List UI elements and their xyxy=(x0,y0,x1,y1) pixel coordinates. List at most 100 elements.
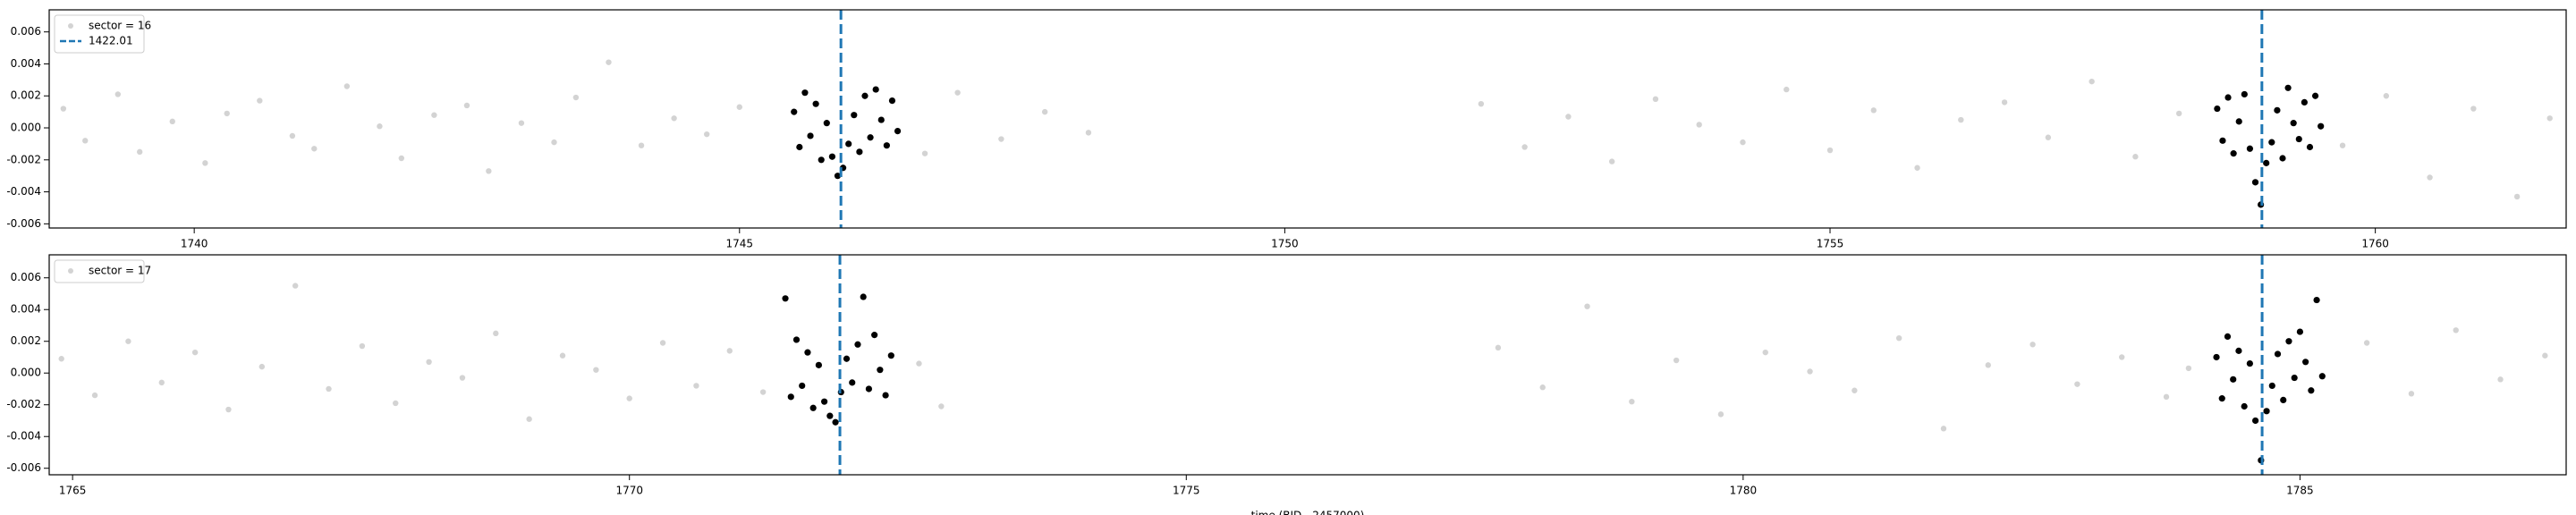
data-point xyxy=(854,341,861,348)
data-point xyxy=(2185,365,2192,372)
data-point xyxy=(799,382,806,390)
data-point xyxy=(2241,90,2248,98)
data-point xyxy=(2274,106,2281,114)
x-tick-label: 1775 xyxy=(1173,485,1200,497)
data-point xyxy=(2383,93,2390,99)
data-point xyxy=(1085,130,1092,136)
data-point xyxy=(787,393,794,401)
data-point xyxy=(257,97,263,104)
data-point xyxy=(815,361,822,368)
data-point xyxy=(225,406,232,413)
data-point xyxy=(736,104,742,110)
data-point xyxy=(2318,373,2326,380)
data-point xyxy=(938,403,945,409)
data-point xyxy=(2280,396,2287,404)
x-tick-label: 1760 xyxy=(2361,238,2389,250)
x-tick-label: 1740 xyxy=(181,238,208,250)
data-point xyxy=(82,138,89,144)
data-point xyxy=(493,330,499,337)
data-point xyxy=(2089,78,2095,85)
data-point xyxy=(2311,92,2319,99)
data-point xyxy=(726,348,733,354)
data-point xyxy=(2263,408,2270,415)
data-point xyxy=(1940,426,1947,432)
data-point xyxy=(2213,353,2220,361)
data-point xyxy=(759,389,767,395)
data-point xyxy=(823,120,830,127)
data-point xyxy=(834,173,842,180)
data-point xyxy=(704,131,710,138)
data-point xyxy=(849,379,856,386)
data-point xyxy=(2339,142,2346,148)
data-point xyxy=(2427,174,2433,181)
legend-label: sector = 17 xyxy=(89,265,151,277)
legend-label: sector = 16 xyxy=(89,20,151,32)
data-point xyxy=(1852,387,1858,393)
data-point xyxy=(2263,159,2270,166)
data-point xyxy=(2302,359,2309,366)
data-point xyxy=(818,156,825,164)
data-point xyxy=(258,363,266,370)
data-point xyxy=(1539,384,1546,391)
data-point xyxy=(2470,106,2477,112)
data-point xyxy=(2268,139,2275,146)
axes-frame xyxy=(48,9,2567,229)
data-point xyxy=(2363,340,2370,346)
data-point xyxy=(693,383,699,389)
data-point xyxy=(1807,368,1813,375)
data-point xyxy=(2241,402,2248,410)
x-tick-label: 1755 xyxy=(1817,238,1844,250)
data-point xyxy=(796,143,803,151)
data-point xyxy=(2295,135,2302,143)
data-point xyxy=(1478,100,1485,107)
data-point xyxy=(2246,359,2253,367)
data-point xyxy=(782,295,789,302)
legend-marker xyxy=(68,268,73,274)
data-point xyxy=(359,342,366,350)
data-point xyxy=(551,139,557,146)
data-point xyxy=(2218,395,2225,402)
data-point xyxy=(572,94,580,101)
data-point xyxy=(60,106,67,112)
data-point xyxy=(292,283,299,289)
data-point xyxy=(136,148,143,156)
data-point xyxy=(2118,354,2125,360)
data-point xyxy=(377,123,383,130)
data-point xyxy=(832,418,839,426)
data-point xyxy=(1826,147,1834,154)
data-point xyxy=(2279,155,2286,162)
data-point xyxy=(2408,391,2415,397)
data-point xyxy=(883,142,890,149)
data-point xyxy=(463,102,470,109)
data-point xyxy=(398,155,405,162)
y-tick-label: -0.004 xyxy=(6,185,41,198)
data-point xyxy=(326,385,332,393)
x-tick-label: 1765 xyxy=(59,485,87,497)
data-point xyxy=(856,148,863,156)
data-point xyxy=(1914,165,1920,171)
y-tick-label: 0.002 xyxy=(11,334,41,347)
data-point xyxy=(1495,344,1502,351)
data-point xyxy=(845,140,852,148)
plot-area xyxy=(49,255,2566,475)
data-point xyxy=(2246,145,2254,152)
x-tick-label: 1785 xyxy=(2286,485,2314,497)
data-point xyxy=(518,120,525,126)
data-point xyxy=(2268,382,2275,390)
data-point xyxy=(871,332,878,339)
data-point xyxy=(2224,333,2232,341)
data-point xyxy=(916,360,922,367)
data-point xyxy=(1762,349,1768,356)
data-point xyxy=(2306,143,2314,151)
data-point xyxy=(459,375,466,381)
data-point xyxy=(921,150,928,156)
y-tick-label: 0.006 xyxy=(11,25,41,38)
data-point xyxy=(1870,107,1877,114)
legend-box xyxy=(54,259,145,283)
data-point xyxy=(2132,154,2139,160)
data-point xyxy=(2546,115,2553,122)
y-tick-label: 0.000 xyxy=(11,367,41,379)
data-point xyxy=(426,359,432,366)
data-point xyxy=(1629,398,1635,405)
